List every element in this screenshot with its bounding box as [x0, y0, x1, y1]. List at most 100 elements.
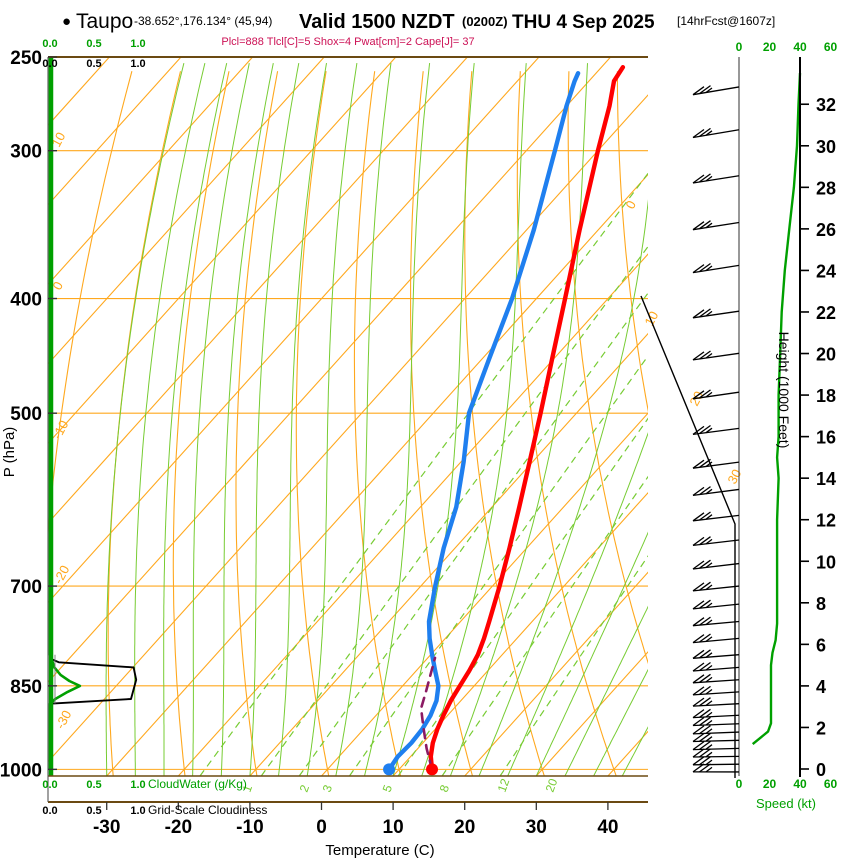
- isotherm-label: 10: [48, 130, 68, 150]
- dry-adiabat-line: [410, 71, 474, 776]
- height-tick-label: 10: [816, 552, 836, 572]
- cloudwater-axis-label: CloudWater (g/Kg): [148, 777, 247, 791]
- cloudwater-tick: 0.5: [86, 779, 101, 791]
- moist-adiabat-line: [134, 62, 206, 776]
- wind-barb-full: [699, 748, 711, 758]
- wind-barb-half: [705, 175, 713, 182]
- isotherm-line: [48, 57, 254, 286]
- speed-tick-top: 40: [793, 40, 807, 54]
- wind-barb-half: [705, 310, 713, 317]
- moist-adiabat-line: [306, 63, 358, 776]
- mixing-ratio-line: [260, 245, 648, 776]
- cloud-profiles: [48, 57, 138, 776]
- height-tick-label: 18: [816, 386, 836, 406]
- wind-barb-full: [699, 633, 711, 643]
- temperature-tick-label: -10: [236, 817, 263, 838]
- mixing-ratio-label: 20: [543, 776, 561, 794]
- isotherm-line: [48, 57, 182, 206]
- wind-barb-full: [699, 685, 711, 695]
- cloudiness-tick-top: 0.5: [86, 58, 101, 70]
- pressure-tick-label: 1000: [0, 760, 42, 781]
- header: ● Taupo -38.652°,176.134° (45,94) Valid 150…: [62, 10, 775, 48]
- wind-barb-half: [705, 222, 713, 229]
- wind-barb-full: [692, 264, 705, 274]
- pressure-tick-label: 300: [10, 142, 42, 163]
- wind-barb-full: [692, 748, 705, 758]
- wind-barb-half: [705, 664, 713, 671]
- isotherm-line: [48, 57, 540, 604]
- mixing-ratio-label: 1: [240, 783, 256, 794]
- isotherm-line: [48, 57, 325, 365]
- wind-barb-half: [705, 700, 713, 706]
- wind-barb-half: [705, 688, 713, 695]
- speed-axis-label: Speed (kt): [756, 796, 816, 811]
- dry-adiabat-line: [48, 71, 133, 541]
- isotherm-line: [48, 57, 612, 683]
- cloudwater-tick-top: 1.0: [130, 38, 145, 50]
- skewt-grid: [48, 57, 648, 776]
- station-coords: -38.652°,176.134° (45,94): [134, 14, 272, 28]
- dewpoint-trace: [386, 71, 581, 772]
- wind-barb-full: [699, 486, 711, 496]
- wind-barb-full: [699, 350, 711, 360]
- wind-barb-half: [705, 391, 713, 398]
- height-tick-label: 16: [816, 428, 836, 448]
- moist-adiabat-line: [564, 605, 648, 776]
- station-marker-icon: ●: [62, 13, 71, 30]
- height-tick-label: 2: [816, 718, 826, 738]
- wind-barb-full: [699, 536, 711, 546]
- dry-adiabat-line: [616, 71, 648, 413]
- isotherm-line: [48, 57, 468, 524]
- isotherm-line: [464, 571, 648, 776]
- valid-time: Valid 1500 NZDT: [299, 11, 455, 33]
- wind-barb-half: [705, 265, 713, 272]
- wind-barb-full: [692, 309, 705, 319]
- wind-barb-full: [699, 725, 711, 735]
- moist-adiabat-line: [507, 432, 648, 776]
- cloudwater-tick: 1.0: [130, 779, 145, 791]
- pressure-tick-label: 850: [10, 677, 42, 698]
- wind-barb-half: [705, 427, 713, 434]
- moist-adiabat-line: [421, 63, 527, 776]
- cloudwater-tick-top: 0.5: [86, 38, 101, 50]
- parcel-trace: [419, 656, 437, 771]
- stability-indices: Plcl=888 Tlcl[C]=5 Shox=4 Pwat[cm]=2 Cap…: [221, 36, 474, 48]
- wind-barb-full: [692, 756, 705, 766]
- wind-barb-shaft: [692, 755, 740, 758]
- wind-barb-full: [692, 716, 705, 727]
- speed-tick: 40: [793, 777, 807, 791]
- speed-tick-top: 0: [736, 40, 743, 54]
- pressure-tick-label: 400: [10, 290, 42, 311]
- wind-barb-half: [705, 602, 713, 609]
- wind-barb-full: [699, 262, 711, 273]
- wind-barb-full: [692, 741, 705, 751]
- dry-adiabat-label: 10: [641, 309, 661, 329]
- wind-barb-half: [705, 766, 713, 773]
- wind-barb-half: [705, 130, 713, 136]
- temperature-tick-label: 40: [597, 817, 618, 838]
- wind-barb-full: [692, 674, 705, 684]
- plot-frame: [47, 56, 648, 803]
- wind-barb-full: [692, 459, 705, 469]
- wind-barb-full: [692, 686, 705, 696]
- mixing-ratio-line: [499, 555, 648, 776]
- wind-barb-shaft: [692, 747, 740, 751]
- height-tick-label: 14: [816, 469, 836, 489]
- wind-barb-full: [692, 582, 705, 592]
- wind-barb-full: [699, 673, 711, 683]
- wind-barb-full: [692, 174, 705, 184]
- pressure-tick-label: 500: [10, 404, 42, 425]
- height-axis-label: Height (1000 Feet): [776, 332, 792, 449]
- speed-tick: 20: [763, 777, 777, 791]
- cloudiness-tick: 0.5: [86, 805, 101, 817]
- wind-barb-full: [692, 128, 705, 139]
- height-tick-label: 4: [816, 677, 826, 697]
- speed-tick: 0: [736, 777, 743, 791]
- wind-barb-full: [692, 486, 705, 496]
- wind-barb-shaft: [692, 703, 740, 707]
- speed-tick-top: 60: [824, 40, 838, 54]
- dry-adiabat-line: [353, 71, 402, 776]
- mixing-ratio-line: [397, 417, 648, 776]
- temperature-tick-label: 20: [454, 817, 475, 838]
